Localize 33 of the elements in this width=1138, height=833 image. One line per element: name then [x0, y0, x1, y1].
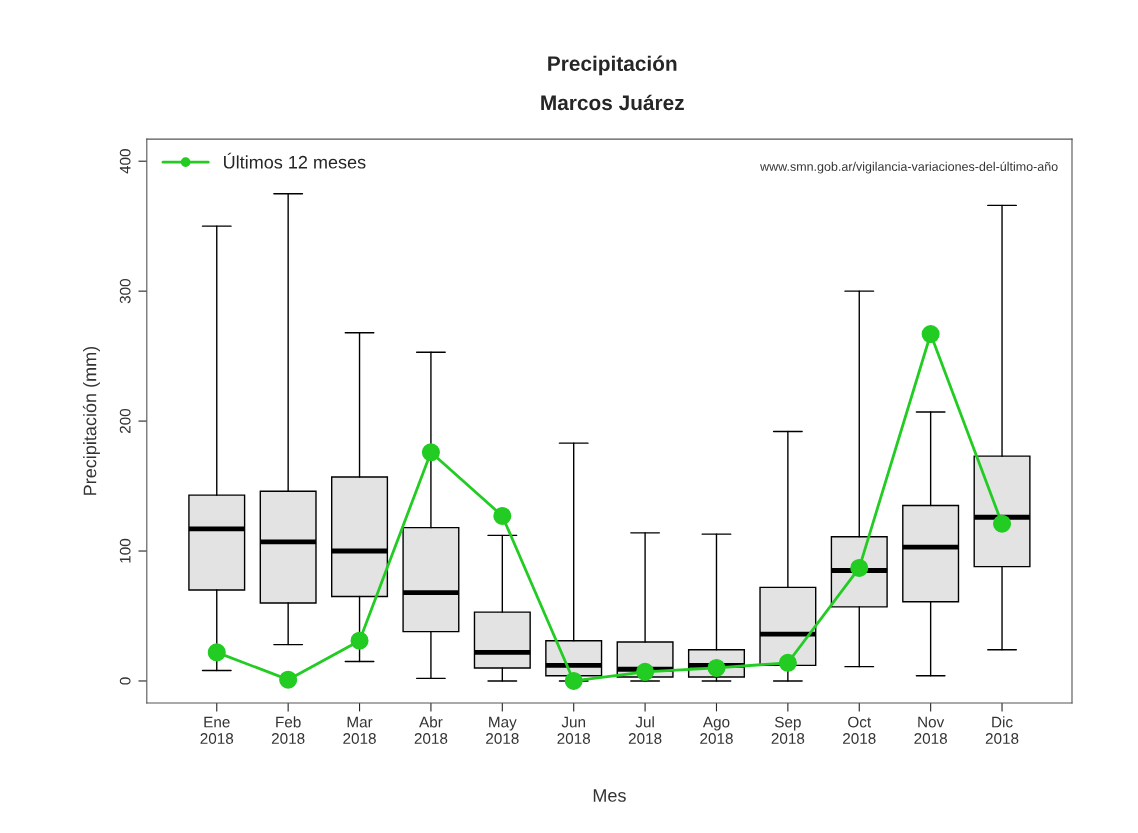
x-tick-label: Feb 2018: [271, 716, 305, 744]
point: [993, 514, 1012, 533]
point: [921, 324, 940, 344]
x-tick-label: Nov 2018: [914, 716, 947, 744]
point: [350, 631, 369, 650]
x-tick-label: Abr 2018: [414, 716, 448, 744]
x-tick-label: Oct 2018: [843, 716, 876, 744]
y-tick-label: 400: [119, 149, 131, 174]
y-axis-title: Precipitación (mm): [82, 346, 100, 495]
y-tick-label: 200: [119, 408, 131, 434]
point: [493, 506, 512, 525]
y-tick-label: 100: [119, 538, 131, 563]
legend-label: Últimos 12 meses: [224, 152, 366, 169]
point: [421, 443, 440, 462]
x-tick-label: Mar 2018: [343, 716, 376, 744]
annotation: www.smn.gob.ar/vigilancia-variaciones-del-último-año: [760, 161, 1058, 174]
point: [279, 670, 298, 689]
x-tick-label: May 2018: [486, 716, 519, 744]
point: [636, 662, 655, 681]
x-tick-label: Jul 2018: [628, 716, 662, 744]
y-tick-label: 300: [119, 278, 131, 304]
point: [564, 671, 583, 690]
x-tick-label: Dic 2018: [985, 716, 1019, 744]
y-tick-label: 0: [119, 677, 131, 685]
x-axis-title: Mes: [593, 789, 626, 802]
x-tick-label: Jun 2018: [557, 716, 591, 744]
x-tick-label: Ago 2018: [700, 716, 733, 744]
chart-title: Precipitación: [548, 55, 677, 76]
point: [207, 643, 226, 662]
x-tick-label: Ene 2018: [200, 716, 234, 744]
point: [778, 653, 797, 672]
x-tick-label: Sep 2018: [771, 716, 805, 744]
chart-subtitle: Marcos Juárez: [541, 94, 684, 111]
